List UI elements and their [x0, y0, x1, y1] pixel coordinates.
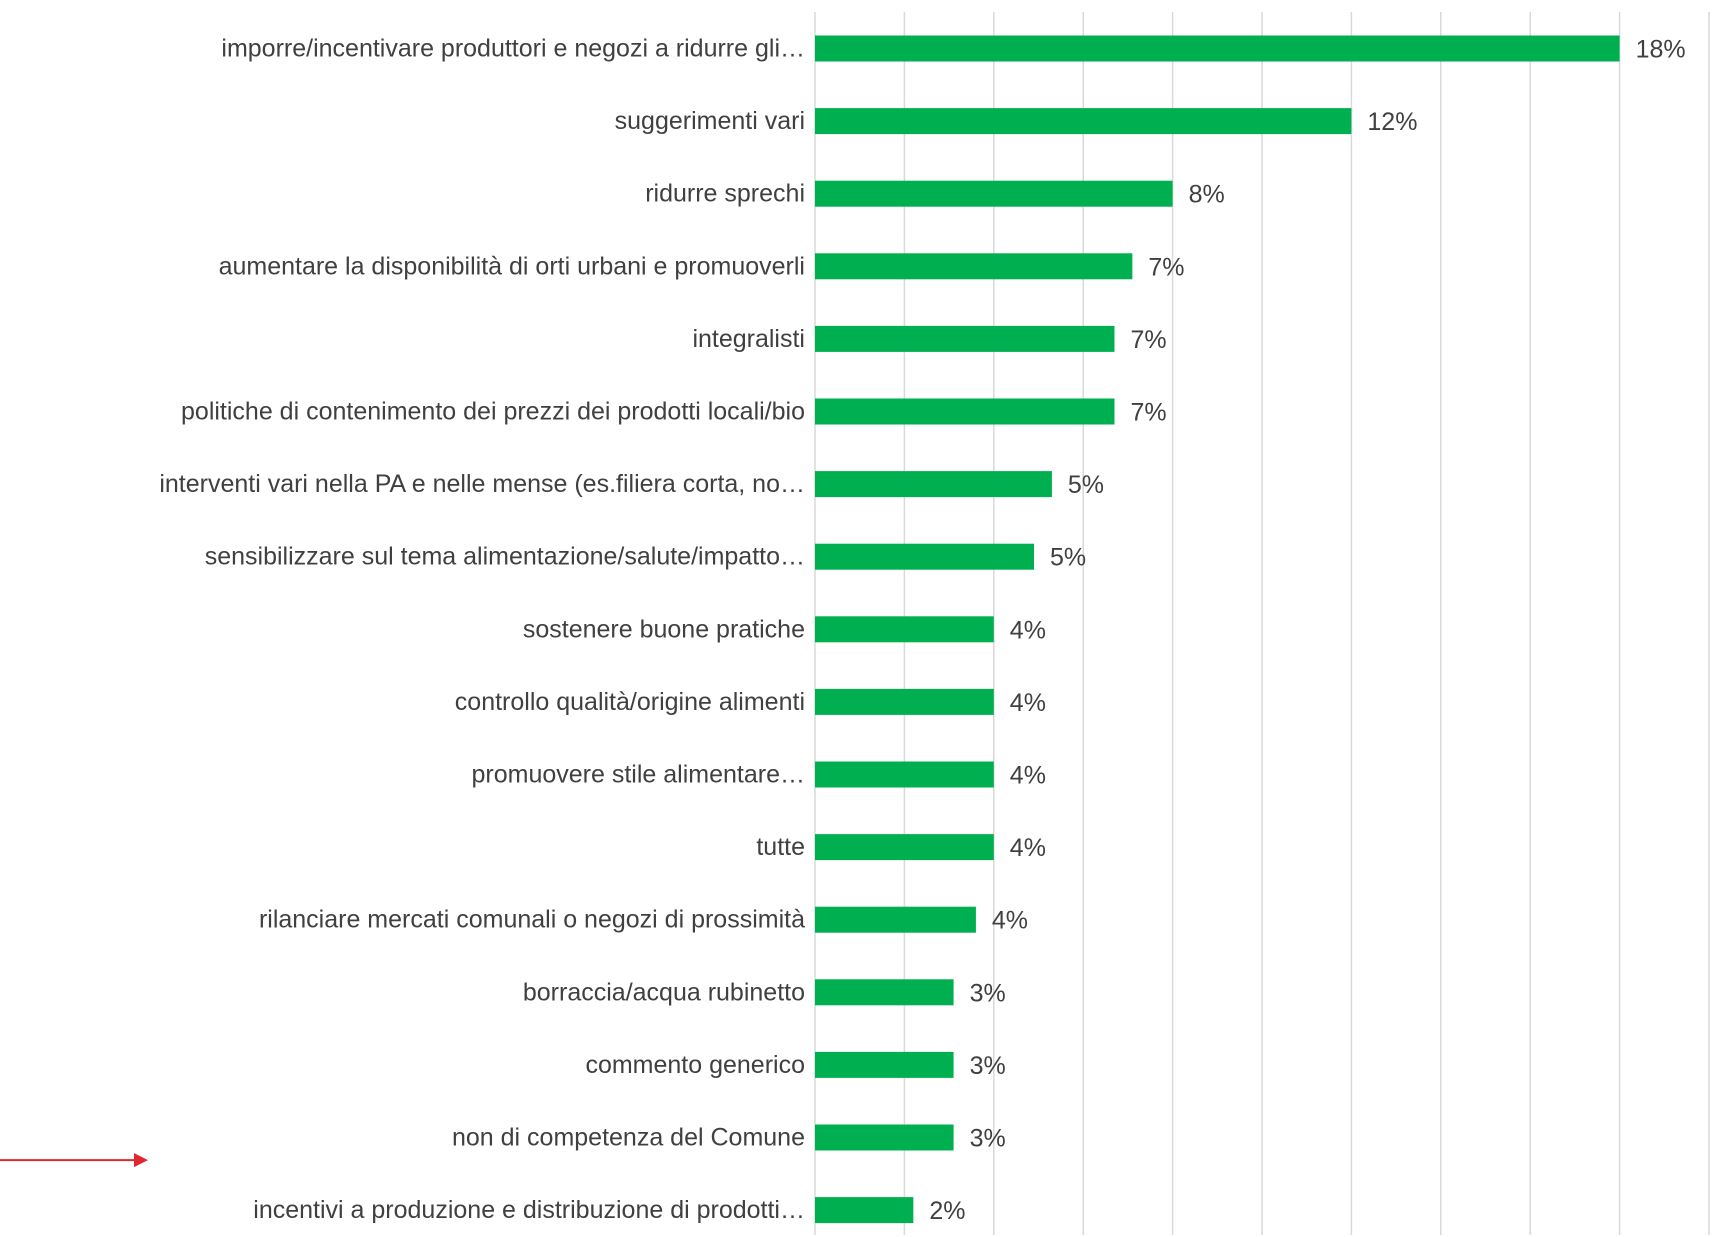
- bar: [815, 543, 1035, 570]
- arrow-head-icon: [134, 1153, 148, 1168]
- data-label: 7%: [1130, 399, 1166, 427]
- data-label: 8%: [1189, 181, 1225, 209]
- category-label: incentivi a produzione e distribuzione d…: [253, 1196, 805, 1224]
- category-label: non di competenza del Comune: [452, 1124, 805, 1152]
- data-label: 7%: [1148, 253, 1184, 281]
- value-labels: 18% 12% 8% 7% 7% 7% 5% 5% 4% 4% 4% 4% 4% 3% 3% 3% 2%: [929, 36, 1685, 1226]
- category-label: politiche di contenimento dei prezzi dei…: [181, 398, 805, 426]
- data-label: 3%: [970, 979, 1006, 1007]
- bar: [815, 471, 1052, 498]
- bar: [815, 325, 1115, 352]
- data-label: 4%: [992, 907, 1028, 935]
- category-label: suggerimenti vari: [615, 107, 805, 135]
- bar: [815, 180, 1173, 207]
- gridlines: [814, 12, 1710, 1235]
- annotation-arrow: [0, 1153, 148, 1168]
- category-labels: imporre/incentivare produttori e negozi …: [159, 35, 805, 1225]
- bar: [815, 616, 994, 643]
- bar: [815, 1197, 914, 1224]
- data-label: 4%: [1010, 616, 1046, 644]
- category-label: aumentare la disponibilità di orti urban…: [219, 252, 805, 280]
- category-label: controllo qualità/origine alimenti: [455, 688, 805, 716]
- category-label: sensibilizzare sul tema alimentazione/sa…: [205, 543, 805, 571]
- bar: [815, 1051, 954, 1078]
- bar: [815, 1124, 954, 1151]
- bar: [815, 688, 994, 715]
- data-label: 5%: [1050, 544, 1086, 572]
- bar: [815, 108, 1352, 135]
- bar: [815, 398, 1115, 425]
- data-label: 2%: [929, 1197, 965, 1225]
- category-label: rilanciare mercati comunali o negozi di …: [259, 906, 805, 934]
- bar: [815, 906, 976, 933]
- data-label: 5%: [1068, 471, 1104, 499]
- category-label: sostenere buone pratiche: [523, 615, 805, 643]
- data-label: 12%: [1367, 108, 1417, 136]
- category-label: promuovere stile alimentare…: [472, 761, 805, 789]
- category-label: interventi vari nella PA e nelle mense (…: [159, 470, 805, 498]
- data-label: 4%: [1010, 689, 1046, 717]
- data-label: 18%: [1636, 36, 1686, 64]
- bar: [815, 253, 1133, 280]
- category-label: ridurre sprechi: [645, 180, 805, 208]
- data-label: 4%: [1010, 834, 1046, 862]
- category-label: commento generico: [585, 1051, 805, 1079]
- data-label: 4%: [1010, 762, 1046, 790]
- data-label: 3%: [970, 1125, 1006, 1153]
- category-label: imporre/incentivare produttori e negozi …: [221, 35, 805, 63]
- bars: [815, 35, 1620, 1224]
- bar: [815, 35, 1620, 62]
- bar: [815, 834, 994, 861]
- data-label: 7%: [1130, 326, 1166, 354]
- category-label: borraccia/acqua rubinetto: [523, 978, 805, 1006]
- category-label: integralisti: [692, 325, 805, 353]
- category-label: tutte: [756, 833, 805, 861]
- bar: [815, 979, 954, 1006]
- data-label: 3%: [970, 1052, 1006, 1080]
- bar: [815, 761, 994, 788]
